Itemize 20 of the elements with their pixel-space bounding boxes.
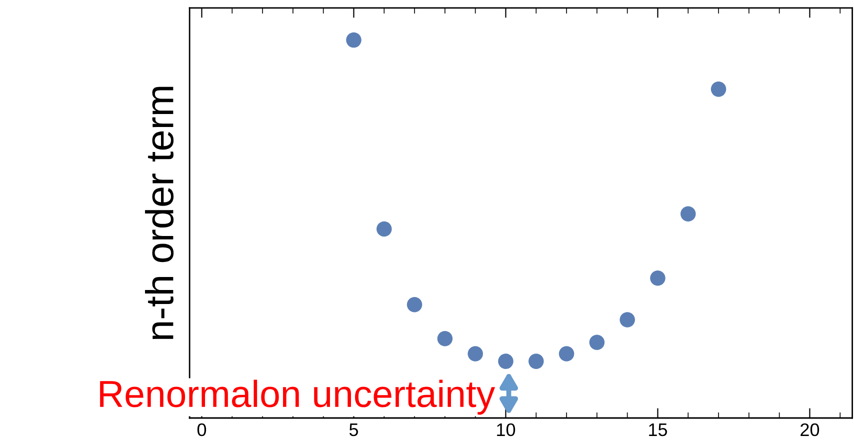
point — [528, 354, 544, 369]
annotation: Renormalon uncertainty — [100, 380, 496, 415]
point — [680, 206, 696, 222]
x-tick-label: 10 — [497, 423, 516, 436]
point — [437, 330, 453, 346]
point — [589, 334, 605, 350]
point — [650, 270, 666, 286]
point — [558, 346, 574, 362]
x-tick-label: 0 — [197, 423, 206, 436]
point — [406, 296, 422, 312]
x-tick-label: 5 — [349, 424, 358, 436]
x-tick-label: 20 — [800, 423, 820, 436]
point — [498, 354, 514, 369]
x-tick-label: 15 — [649, 424, 668, 436]
point — [710, 82, 726, 97]
point — [620, 312, 635, 328]
point — [346, 32, 362, 48]
point — [468, 346, 483, 362]
y-axis-title: n-th order term — [145, 86, 174, 339]
point — [376, 221, 392, 237]
